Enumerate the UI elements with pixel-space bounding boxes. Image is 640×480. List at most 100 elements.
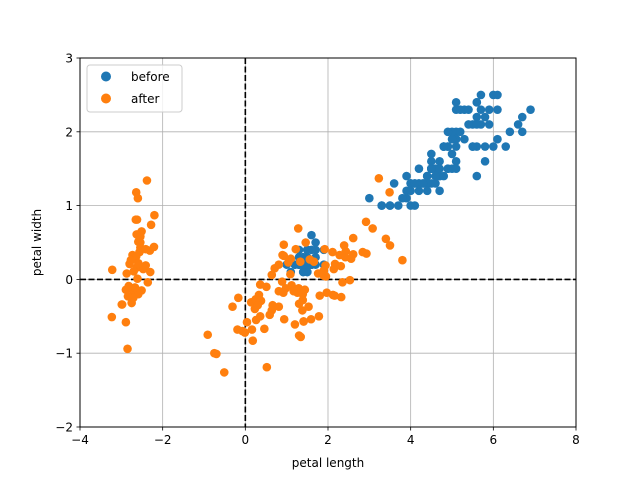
- data-point-before: [472, 171, 482, 181]
- data-point-after: [296, 257, 305, 266]
- data-point-after: [279, 240, 289, 250]
- data-point-before: [480, 157, 490, 166]
- data-point-after: [284, 258, 293, 267]
- x-tick-label: 4: [407, 433, 415, 447]
- data-point-after: [117, 300, 127, 309]
- data-point-before: [526, 105, 535, 114]
- data-point-before: [439, 171, 449, 181]
- data-point-after: [228, 302, 237, 312]
- legend-label-after: after: [131, 92, 159, 106]
- data-point-before: [406, 186, 415, 196]
- data-point-before: [451, 157, 461, 166]
- data-point-before: [393, 201, 403, 210]
- data-point-after: [309, 257, 319, 266]
- data-point-after: [279, 314, 289, 324]
- data-point-after: [130, 283, 140, 292]
- data-point-after: [233, 325, 242, 334]
- data-point-after: [142, 176, 152, 185]
- data-point-before: [451, 142, 461, 151]
- data-point-before: [451, 97, 461, 107]
- data-point-before: [422, 171, 432, 181]
- data-point-before: [427, 157, 436, 166]
- x-tick-label: 6: [490, 433, 498, 447]
- data-point-before: [464, 120, 473, 129]
- data-point-after: [385, 188, 394, 197]
- data-point-after: [141, 244, 151, 254]
- data-point-after: [277, 277, 287, 286]
- data-point-before: [476, 105, 486, 114]
- data-point-after: [149, 242, 159, 252]
- data-point-before: [431, 171, 440, 181]
- data-point-after: [385, 241, 395, 250]
- data-point-after: [348, 233, 358, 243]
- data-point-before: [427, 164, 436, 173]
- data-point-after: [107, 265, 117, 275]
- data-point-after: [330, 291, 339, 300]
- data-points: [107, 90, 535, 377]
- data-point-after: [146, 220, 156, 230]
- data-point-before: [402, 171, 411, 181]
- data-point-before: [472, 120, 482, 129]
- data-point-after: [315, 291, 325, 300]
- y-tick-label: 1: [65, 199, 73, 213]
- data-point-after: [123, 344, 132, 354]
- x-tick-label: −2: [154, 433, 172, 447]
- x-tick-label: 2: [324, 433, 332, 447]
- data-point-after: [328, 247, 337, 257]
- data-point-after: [260, 324, 269, 334]
- data-point-after: [145, 267, 155, 277]
- x-tick-label: 0: [242, 433, 250, 447]
- data-point-before: [439, 142, 449, 151]
- data-point-after: [290, 320, 300, 329]
- data-point-after: [131, 215, 141, 224]
- data-point-after: [150, 210, 159, 220]
- data-point-after: [212, 349, 221, 359]
- y-axis-label: petal width: [30, 209, 44, 276]
- data-point-after: [298, 295, 308, 305]
- data-point-after: [286, 269, 295, 279]
- data-point-after: [304, 302, 313, 312]
- data-point-before: [311, 238, 320, 247]
- data-point-after: [247, 325, 257, 334]
- data-point-before: [410, 179, 420, 188]
- data-point-after: [141, 261, 151, 270]
- y-tick-label: 3: [65, 52, 73, 66]
- data-point-after: [136, 238, 145, 247]
- data-point-before: [447, 134, 457, 144]
- data-point-after: [255, 312, 265, 321]
- y-tick-label: 0: [65, 273, 73, 287]
- data-point-after: [278, 250, 287, 260]
- data-point-before: [513, 120, 523, 129]
- data-point-before: [451, 164, 461, 173]
- data-point-before: [298, 267, 308, 277]
- data-point-after: [314, 312, 324, 321]
- data-point-before: [398, 193, 407, 203]
- data-point-after: [133, 274, 142, 283]
- data-point-before: [505, 127, 515, 137]
- data-point-after: [203, 330, 213, 340]
- data-point-after: [253, 300, 263, 310]
- data-point-after: [319, 266, 329, 275]
- y-tick-label: −2: [55, 421, 73, 435]
- data-point-before: [435, 157, 444, 166]
- data-point-before: [493, 105, 502, 114]
- data-point-after: [129, 266, 139, 276]
- data-point-before: [517, 127, 527, 137]
- data-point-after: [136, 232, 145, 241]
- data-point-after: [133, 193, 143, 203]
- data-point-after: [234, 293, 243, 303]
- data-point-before: [431, 179, 440, 188]
- data-point-before: [443, 127, 453, 137]
- data-point-before: [480, 112, 490, 122]
- data-point-before: [307, 230, 316, 240]
- data-point-before: [427, 149, 436, 159]
- data-point-before: [472, 97, 482, 107]
- x-tick-label: −4: [71, 433, 89, 447]
- data-point-after: [133, 258, 143, 268]
- data-point-after: [293, 224, 303, 233]
- data-point-after: [274, 302, 284, 312]
- data-point-before: [303, 245, 312, 255]
- data-point-before: [422, 186, 432, 196]
